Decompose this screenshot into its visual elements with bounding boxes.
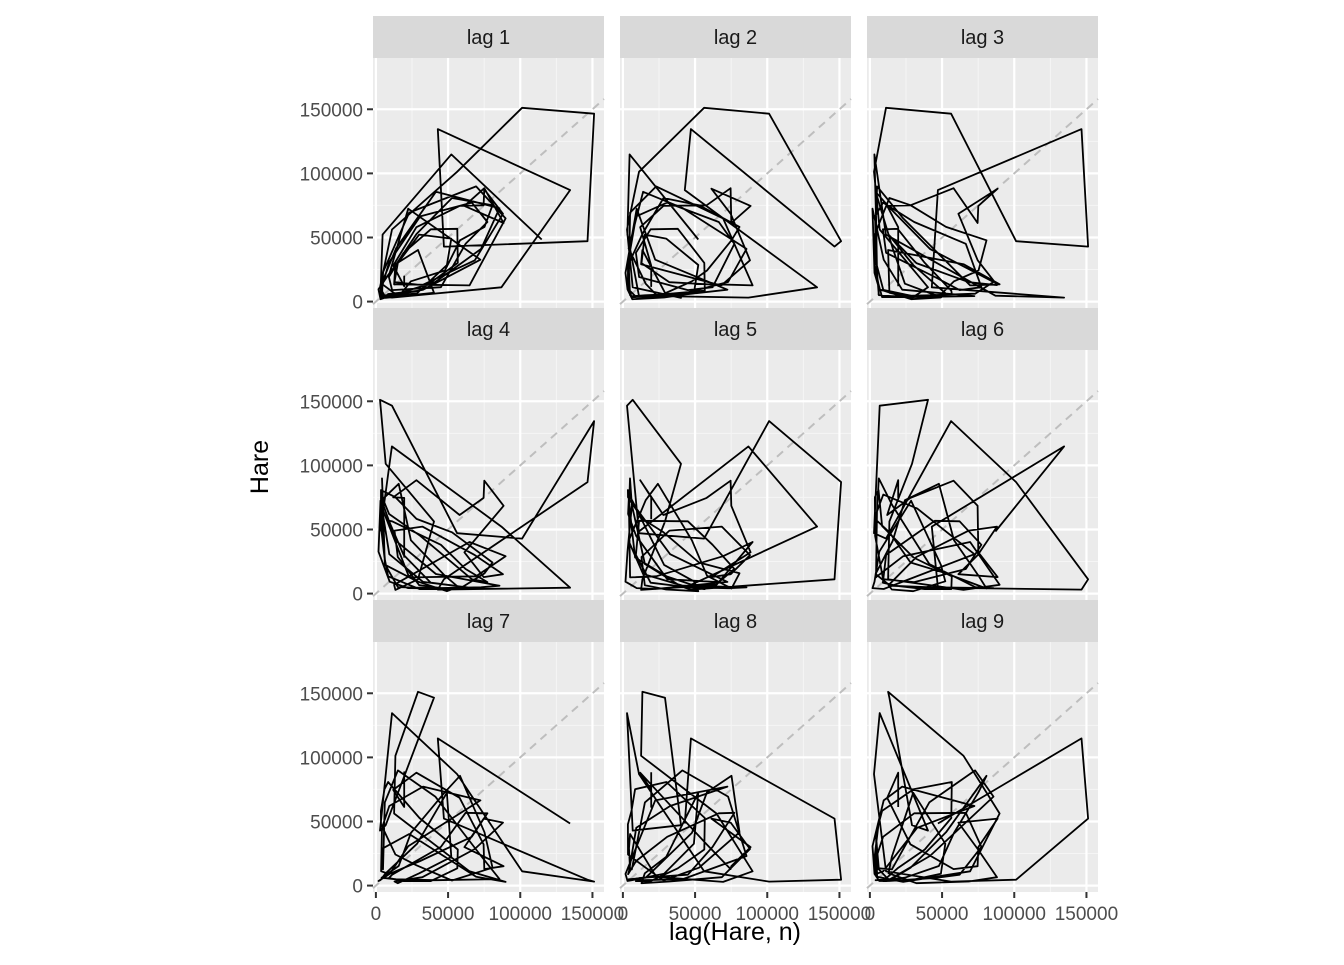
identity-reference-line xyxy=(619,390,852,597)
x-tick-label: 0 xyxy=(865,904,876,925)
lag-path-line xyxy=(871,398,1089,593)
facet-panel-2: lag 2 xyxy=(619,16,852,308)
lag-path-line xyxy=(377,398,595,593)
facet-strip xyxy=(373,600,604,642)
identity-reference-line xyxy=(619,682,852,889)
facet-panel-7: lag 7 0 50000 100000 150000 0 50000 100000 15000… xyxy=(300,600,624,925)
x-tick-label: 50000 xyxy=(422,904,475,925)
x-tick-label: 150000 xyxy=(561,904,624,925)
panel-background xyxy=(373,350,604,600)
x-tick-label: 100000 xyxy=(489,904,552,925)
identity-reference-line xyxy=(372,98,605,305)
x-axis-title: lag(Hare, n) xyxy=(669,918,801,946)
facet-strip-label: lag 2 xyxy=(714,27,757,49)
facet-strip-label: lag 1 xyxy=(467,27,510,49)
x-tick-label: 150000 xyxy=(1055,904,1118,925)
facet-panel-4: lag 4 0 50000 100000 150000 xyxy=(300,308,605,606)
identity-reference-line xyxy=(619,98,852,305)
y-tick-label: 100000 xyxy=(300,164,363,185)
y-tick-label: 150000 xyxy=(300,100,363,121)
y-tick-label: 100000 xyxy=(300,748,363,769)
y-tick-label: 150000 xyxy=(300,392,363,413)
lag-path-line xyxy=(377,106,595,301)
y-tick-label: 0 xyxy=(352,585,363,606)
facet-panel-9: lag 9 0 50000 100000 150000 xyxy=(865,600,1118,925)
x-tick-label: 50000 xyxy=(916,904,969,925)
y-axis-title: Hare xyxy=(246,440,274,494)
identity-reference-line xyxy=(372,390,605,597)
y-tick-label: 150000 xyxy=(300,684,363,705)
panel-background xyxy=(373,58,604,308)
facet-strip-label: lag 8 xyxy=(714,611,757,633)
facet-strip-label: lag 3 xyxy=(961,27,1004,49)
lag-path-line xyxy=(624,690,842,885)
facet-strip-label: lag 5 xyxy=(714,319,757,341)
facet-strip xyxy=(620,308,851,350)
facet-panel-1: lag 1 0 50000 100000 150000 xyxy=(300,16,605,314)
facet-strip xyxy=(867,16,1098,58)
facet-strip-label: lag 9 xyxy=(961,611,1004,633)
y-tick-label: 50000 xyxy=(310,520,363,541)
facet-strip xyxy=(867,600,1098,642)
x-tick-label: 0 xyxy=(371,904,382,925)
facet-strip-label: lag 4 xyxy=(467,319,510,341)
facet-strip-label: lag 7 xyxy=(467,611,510,633)
y-tick-label: 50000 xyxy=(310,812,363,833)
facet-strip xyxy=(373,308,604,350)
identity-reference-line xyxy=(866,390,1099,597)
y-tick-label: 50000 xyxy=(310,228,363,249)
y-tick-label: 100000 xyxy=(300,456,363,477)
x-tick-label: 100000 xyxy=(736,904,799,925)
x-tick-label: 0 xyxy=(618,904,629,925)
lag-path-line xyxy=(871,106,1089,301)
x-tick-label: 50000 xyxy=(669,904,722,925)
identity-reference-line xyxy=(372,682,605,889)
panel-background xyxy=(867,350,1098,600)
facet-panel-8: lag 8 0 50000 100000 150000 xyxy=(618,600,871,925)
facet-panel-6: lag 6 xyxy=(866,308,1099,600)
y-tick-label: 0 xyxy=(352,293,363,314)
facet-strip-label: lag 6 xyxy=(961,319,1004,341)
facet-panel-3: lag 3 xyxy=(866,16,1099,308)
x-tick-label: 100000 xyxy=(983,904,1046,925)
x-tick-label: 150000 xyxy=(808,904,871,925)
facet-strip xyxy=(620,600,851,642)
facet-strip xyxy=(867,308,1098,350)
lag-path-line xyxy=(624,398,842,593)
facet-strip xyxy=(373,16,604,58)
facet-strip xyxy=(620,16,851,58)
lag-path-line xyxy=(377,690,595,885)
panel-background xyxy=(867,58,1098,308)
y-tick-label: 0 xyxy=(352,877,363,898)
lag-path-line xyxy=(871,690,1089,885)
lag-path-line xyxy=(624,106,842,301)
facet-panel-5: lag 5 xyxy=(619,308,852,600)
